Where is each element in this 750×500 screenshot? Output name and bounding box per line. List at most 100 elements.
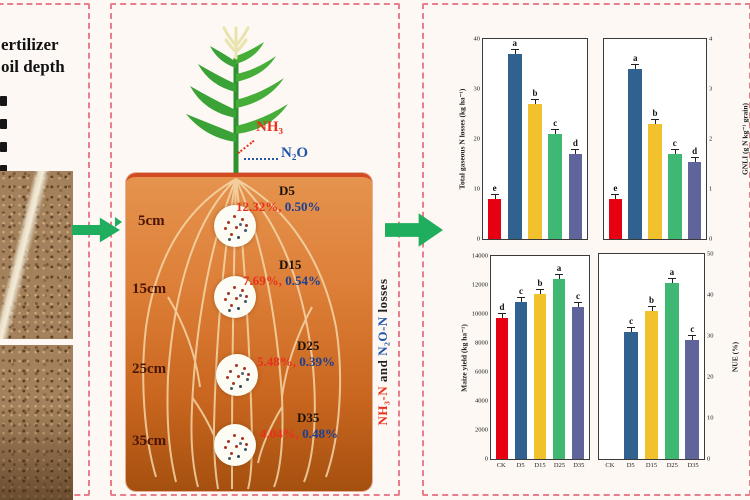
depth-label-5cm: 5cm <box>138 213 165 229</box>
y-tick-label: 10000 <box>471 309 488 317</box>
bar-slot: a <box>627 39 644 239</box>
error-bar <box>690 156 699 162</box>
y-tick-label: 4 <box>709 34 713 42</box>
y-tick-label: 1 <box>709 184 713 192</box>
chart-nue: NUE (%) c b a c 0 10 20 30 40 50 CK D5 D15 D25 D35 <box>598 250 740 469</box>
x-category-label: CK <box>496 462 506 469</box>
bar-slot: c <box>547 39 564 239</box>
bar-D5 <box>507 54 522 239</box>
caption-and: and <box>375 355 390 386</box>
significance-letter: b <box>649 295 655 306</box>
y-tick-label: 10 <box>707 413 714 421</box>
bullet-mark <box>0 96 7 106</box>
x-category-label: D15 <box>534 462 546 469</box>
bar-slot: b <box>532 256 548 459</box>
plot-area: d c b a c 0 2000 4000 6000 8000 10000 12000 14000 <box>472 252 590 461</box>
error-bar <box>650 119 659 124</box>
y-tick-label: 0 <box>476 234 480 242</box>
error-bar <box>627 326 636 332</box>
significance-letter: b <box>537 277 543 288</box>
left-title-line1: ertilizer <box>1 35 59 54</box>
loss-values-d35: 4.04%, 0.48% <box>260 426 338 442</box>
error-bar <box>510 49 519 54</box>
fertilizer-spot-d5 <box>214 205 256 247</box>
bar-D15 <box>648 124 662 239</box>
nh3-loss-value: 5.48%, <box>257 354 296 369</box>
significance-letter: c <box>629 315 634 326</box>
error-bar <box>551 129 560 134</box>
significance-letter: c <box>690 324 695 335</box>
left-panel-title: ertilizer oil depth <box>1 34 65 78</box>
bar-slot: c <box>570 256 586 459</box>
depth-label-35cm: 35cm <box>132 433 167 449</box>
bars: e a b c d <box>483 39 587 239</box>
x-axis-labels: CK D5 D15 D25 D35 <box>598 462 705 469</box>
error-bar <box>667 277 676 283</box>
bar-D35 <box>571 306 585 459</box>
significance-letter: c <box>576 290 580 301</box>
significance-letter: e <box>613 183 618 193</box>
error-bar <box>555 274 563 280</box>
y-tick-label: 2 <box>709 134 713 142</box>
bar-D15 <box>644 311 659 459</box>
loss-values-d25: 5.48%, 0.39% <box>257 354 335 370</box>
y-tick-label: 20 <box>473 134 481 142</box>
bar-D25 <box>548 134 563 239</box>
error-bar <box>647 306 656 312</box>
chart-gnli: GNLI (g N kg⁻¹ grain) e a b c d 0 1 2 3 4 <box>603 35 750 241</box>
bar-D5 <box>624 331 639 459</box>
bar-D15 <box>528 104 542 239</box>
bar-slot: d <box>686 39 703 239</box>
plot-area: e a b c d 0 10 20 30 40 <box>474 35 588 241</box>
y-tick-label: 30 <box>707 331 714 339</box>
significance-letter: c <box>553 118 558 128</box>
depth-label-25cm: 25cm <box>132 361 167 377</box>
bar-CK <box>608 199 623 239</box>
bar-D5 <box>514 302 528 459</box>
bullet-mark <box>0 119 7 129</box>
significance-letter: d <box>499 302 505 313</box>
y-tick-label: 3 <box>709 84 713 92</box>
y-tick-label: 14000 <box>471 251 488 259</box>
chart-total-gaseous-n-losses: Total gaseous N losses (kg ha⁻¹) e a b c d 0 1… <box>458 35 588 241</box>
left-title-line2: oil depth <box>1 57 65 76</box>
n2o-loss-value: 0.48% <box>302 426 338 441</box>
maize-plant-illustration <box>186 26 288 174</box>
error-bar <box>571 149 580 154</box>
significance-letter: c <box>672 138 677 148</box>
nh3-label: NH₃ <box>256 119 283 135</box>
bar-slot <box>602 254 619 459</box>
soil-profile-box <box>126 173 372 491</box>
x-axis-labels: CK D5 D15 D25 D35 <box>490 462 590 469</box>
y-tick-label: 8000 <box>475 338 488 346</box>
bar-D35 <box>685 340 700 459</box>
error-bar <box>611 194 620 199</box>
soil-surface-photo <box>0 345 73 500</box>
treatment-label-d25: D25 <box>297 338 320 353</box>
error-bar <box>531 99 539 104</box>
plot-area: e a b c d 0 1 2 3 4 <box>603 35 712 241</box>
bar-slot: c <box>666 39 683 239</box>
y-tick-label: 4000 <box>475 396 488 404</box>
fertilizer-spot-d35 <box>214 424 256 466</box>
chart-maize-yield: Maize yield (kg ha⁻¹) d c b a c 0 2000 4000 6000… <box>460 252 590 469</box>
bar-D25 <box>668 154 682 239</box>
fertilizer-granules <box>235 297 238 300</box>
bar-slot: b <box>647 39 664 239</box>
significance-letter: d <box>692 145 698 156</box>
bar-D35 <box>568 154 583 239</box>
y-tick-label: 40 <box>707 290 714 298</box>
y-tick-label: 0 <box>707 454 711 462</box>
significance-letter: a <box>512 38 518 48</box>
nh3-loss-value: 7.69%, <box>243 273 282 288</box>
error-bar <box>536 288 544 294</box>
bar-D5 <box>628 69 642 239</box>
n2o-loss-value: 0.54% <box>285 273 321 288</box>
y-tick-label: 6000 <box>475 367 488 375</box>
bar-slot: a <box>663 254 680 459</box>
n2o-loss-value: 0.50% <box>284 199 321 214</box>
x-category-label: D25 <box>666 462 678 469</box>
bar-slot: d <box>567 39 584 239</box>
bar-slot: e <box>607 39 624 239</box>
